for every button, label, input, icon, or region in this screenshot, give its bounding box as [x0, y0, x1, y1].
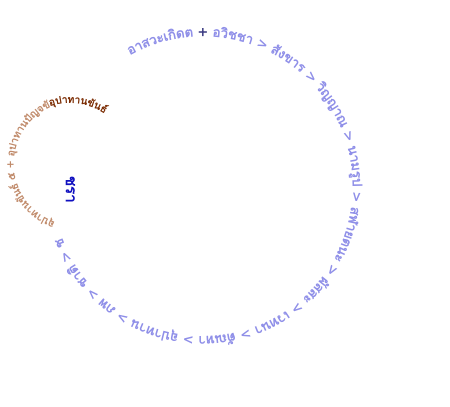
main-arc-lead-text: อาสวะเกิดต + อวิชชา > สังขาร > วิญญาณ > นา…: [0, 0, 364, 347]
center-label: ชรา: [62, 176, 80, 203]
small-arc-light-segment: อุปาทานขันธ์ ๕ + อุปาทานปัญจขันธ์ -: [0, 0, 56, 229]
small-arc-light-text: อุปาทานขันธ์ ๕ + อุปาทานปัญจขันธ์ -: [0, 0, 56, 229]
main-arc-segment: อาสวะเกิดต: [125, 25, 194, 58]
small-arc-dark-segment: อุปาทานขันธ์: [48, 94, 110, 116]
main-arc-path-text: อวิชชา > สังขาร > วิญญาณ > นามรูป > สฬาย…: [0, 0, 364, 347]
small-arc-dark-text: อุปาทานขันธ์: [48, 94, 110, 116]
cross-symbol: +: [197, 25, 208, 40]
